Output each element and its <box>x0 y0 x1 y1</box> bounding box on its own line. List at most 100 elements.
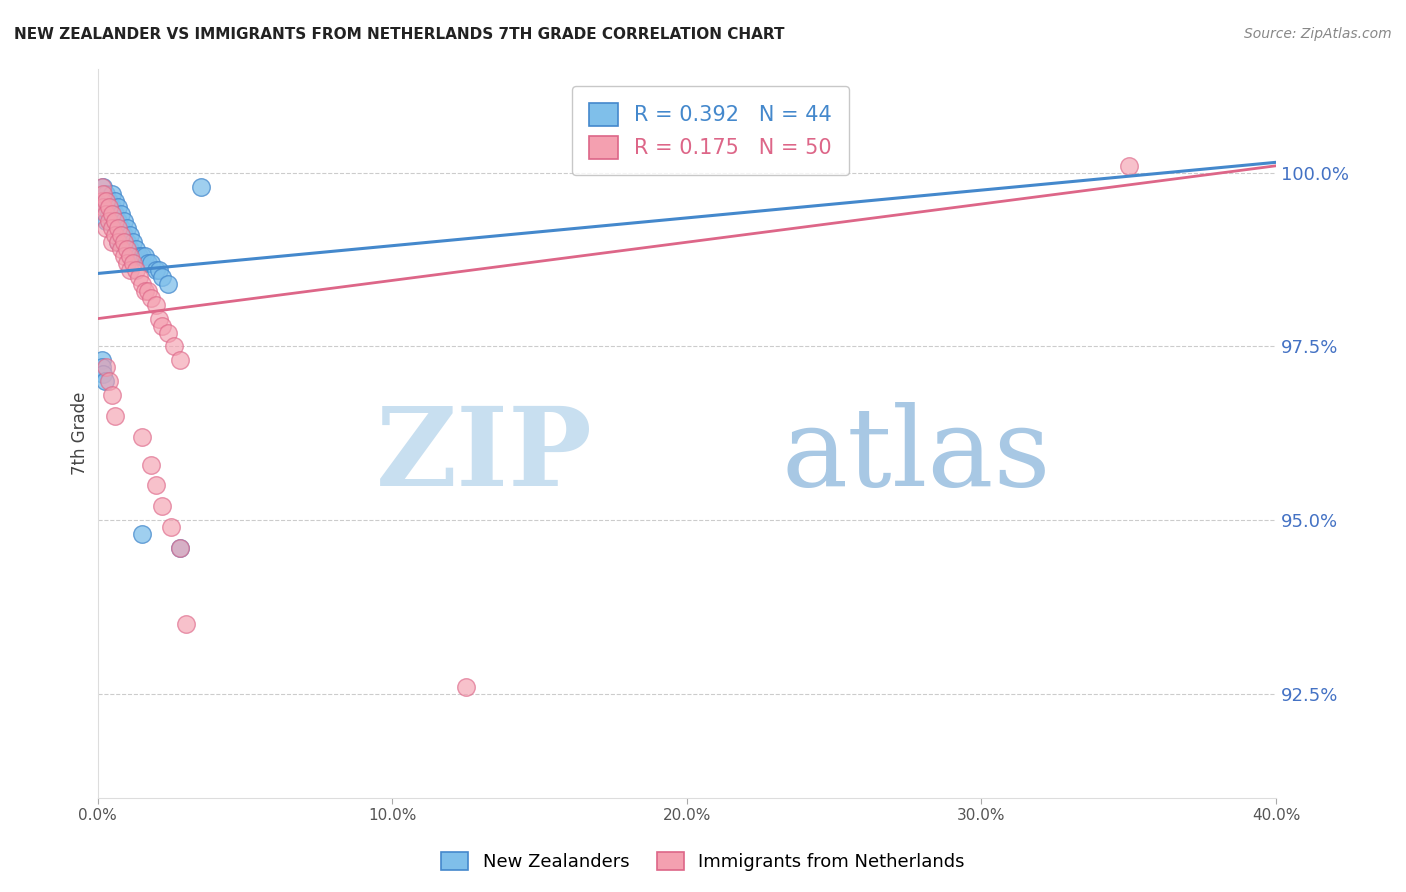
Point <box>115 256 138 270</box>
Point <box>148 263 170 277</box>
Point <box>96 201 118 215</box>
Point <box>145 478 167 492</box>
Point <box>122 249 145 263</box>
Point <box>150 318 173 333</box>
Point <box>93 179 115 194</box>
Point <box>93 186 115 201</box>
Point <box>169 541 191 555</box>
Point <box>454 680 477 694</box>
Point <box>122 235 145 250</box>
Point <box>104 228 127 243</box>
Point <box>131 430 153 444</box>
Point <box>98 194 121 208</box>
Point <box>157 277 180 291</box>
Point <box>118 228 141 243</box>
Point <box>125 242 148 256</box>
Text: NEW ZEALANDER VS IMMIGRANTS FROM NETHERLANDS 7TH GRADE CORRELATION CHART: NEW ZEALANDER VS IMMIGRANTS FROM NETHERL… <box>14 27 785 42</box>
Point <box>118 249 141 263</box>
Point <box>134 284 156 298</box>
Point <box>98 374 121 388</box>
Point <box>110 235 132 250</box>
Point <box>145 263 167 277</box>
Point <box>139 256 162 270</box>
Point <box>125 263 148 277</box>
Point <box>118 242 141 256</box>
Point <box>150 269 173 284</box>
Text: ZIP: ZIP <box>375 401 592 508</box>
Point <box>104 214 127 228</box>
Point <box>169 541 191 555</box>
Point <box>104 194 127 208</box>
Point <box>131 249 153 263</box>
Legend: New Zealanders, Immigrants from Netherlands: New Zealanders, Immigrants from Netherla… <box>434 845 972 879</box>
Point <box>136 256 159 270</box>
Point <box>139 458 162 472</box>
Point <box>148 311 170 326</box>
Point <box>110 228 132 243</box>
Point <box>136 284 159 298</box>
Point <box>91 179 114 194</box>
Text: Source: ZipAtlas.com: Source: ZipAtlas.com <box>1244 27 1392 41</box>
Point <box>131 277 153 291</box>
Point <box>101 221 124 235</box>
Point <box>128 269 150 284</box>
Point <box>101 214 124 228</box>
Point <box>104 207 127 221</box>
Point <box>98 201 121 215</box>
Point <box>131 527 153 541</box>
Point <box>104 409 127 423</box>
Point <box>101 388 124 402</box>
Point <box>96 360 118 375</box>
Point <box>110 207 132 221</box>
Point <box>96 194 118 208</box>
Point <box>91 360 114 375</box>
Point <box>107 201 129 215</box>
Point <box>174 617 197 632</box>
Y-axis label: 7th Grade: 7th Grade <box>72 392 89 475</box>
Point <box>118 263 141 277</box>
Point <box>107 214 129 228</box>
Point <box>98 214 121 228</box>
Point <box>93 201 115 215</box>
Point <box>160 520 183 534</box>
Point <box>110 242 132 256</box>
Point <box>122 256 145 270</box>
Point <box>96 221 118 235</box>
Point <box>98 207 121 221</box>
Point <box>101 186 124 201</box>
Point <box>134 249 156 263</box>
Point <box>110 221 132 235</box>
Point <box>190 179 212 194</box>
Point <box>112 235 135 250</box>
Point <box>104 221 127 235</box>
Point <box>115 242 138 256</box>
Point <box>139 291 162 305</box>
Point <box>112 228 135 243</box>
Point <box>94 374 117 388</box>
Point <box>107 221 129 235</box>
Point <box>107 235 129 250</box>
Point <box>145 298 167 312</box>
Point <box>91 194 114 208</box>
Point <box>112 249 135 263</box>
Point <box>101 207 124 221</box>
Text: atlas: atlas <box>782 401 1050 508</box>
Point <box>115 221 138 235</box>
Point <box>128 249 150 263</box>
Point <box>101 201 124 215</box>
Point <box>96 214 118 228</box>
Point <box>93 368 115 382</box>
Point <box>96 186 118 201</box>
Point <box>112 214 135 228</box>
Point <box>93 194 115 208</box>
Point <box>1118 159 1140 173</box>
Point <box>101 235 124 250</box>
Point <box>157 326 180 340</box>
Point <box>96 207 118 221</box>
Point <box>169 353 191 368</box>
Point <box>115 235 138 250</box>
Point <box>91 353 114 368</box>
Legend: R = 0.392   N = 44, R = 0.175   N = 50: R = 0.392 N = 44, R = 0.175 N = 50 <box>572 87 849 176</box>
Point <box>150 500 173 514</box>
Point <box>163 339 186 353</box>
